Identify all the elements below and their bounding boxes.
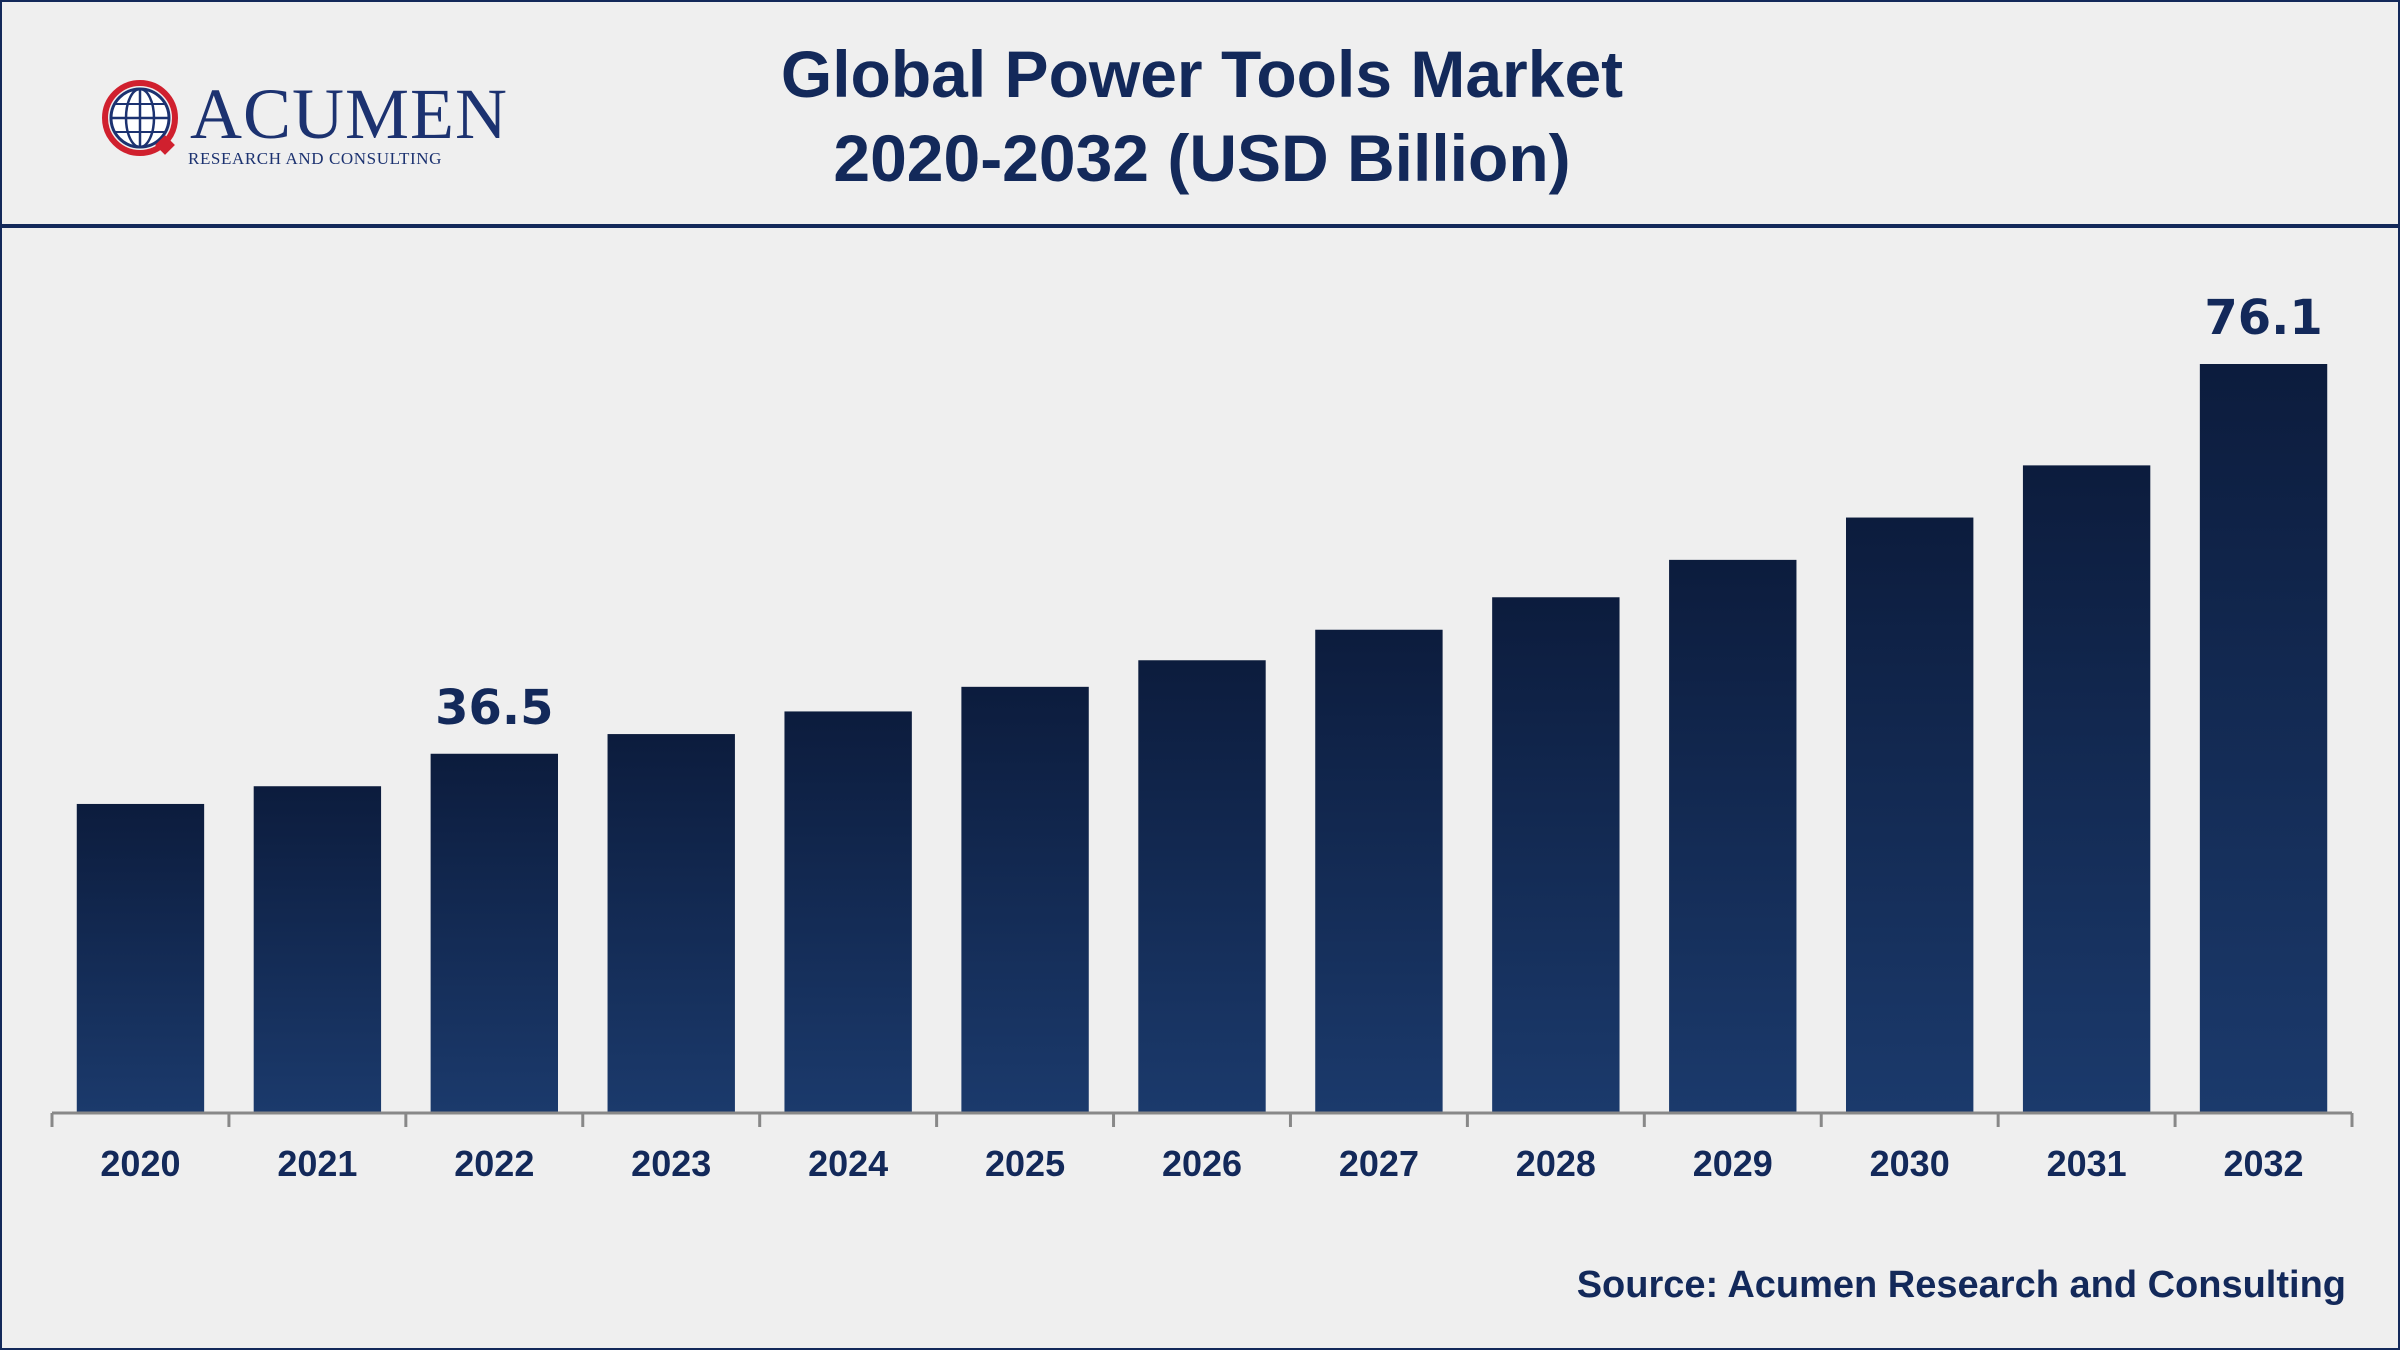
bar-2029 xyxy=(1669,559,1797,1113)
bar-2026 xyxy=(1138,660,1266,1113)
bar-2021 xyxy=(253,786,382,1113)
x-tick-label: 2021 xyxy=(277,1143,357,1184)
bar-2032 xyxy=(2199,364,2328,1113)
bar-2027 xyxy=(1315,629,1443,1113)
x-tick-label: 2026 xyxy=(1162,1143,1242,1184)
bar-2028 xyxy=(1492,597,1620,1113)
bar-2025 xyxy=(961,686,1089,1113)
x-tick-label: 2028 xyxy=(1516,1143,1596,1184)
source-note: Source: Acumen Research and Consulting xyxy=(1576,1264,2346,1306)
x-tick-label: 2022 xyxy=(454,1143,534,1184)
x-tick-label: 2023 xyxy=(631,1143,711,1184)
bar-2024 xyxy=(784,711,912,1113)
chart-title-line-1: Global Power Tools Market xyxy=(780,37,1624,111)
header-divider xyxy=(2,224,2398,228)
x-tick-label: 2030 xyxy=(1870,1143,1950,1184)
chart-title-line-2: 2020-2032 (USD Billion) xyxy=(833,121,1571,195)
acumen-logo: ACUMEN RESEARCH AND CONSULTING xyxy=(100,76,507,172)
data-label-2022: 36.5 xyxy=(435,680,553,736)
bar-2031 xyxy=(2022,465,2151,1113)
bar-2030 xyxy=(1846,517,1974,1113)
data-label-2032: 76.1 xyxy=(2204,290,2322,346)
x-tick-label: 2020 xyxy=(100,1143,180,1184)
x-tick-label: 2031 xyxy=(2047,1143,2127,1184)
x-tick-label: 2029 xyxy=(1693,1143,1773,1184)
header: ACUMEN RESEARCH AND CONSULTING Global Po… xyxy=(2,2,2398,224)
logo-tagline: RESEARCH AND CONSULTING xyxy=(188,149,443,168)
x-tick-label: 2024 xyxy=(808,1143,888,1184)
bar-2020 xyxy=(76,803,205,1113)
x-tick-label: 2032 xyxy=(2223,1143,2303,1184)
bar-2023 xyxy=(607,734,735,1113)
chart-title: Global Power Tools Market 2020-2032 (USD… xyxy=(2,32,2400,200)
globe-icon xyxy=(102,80,178,156)
x-tick-label: 2025 xyxy=(985,1143,1065,1184)
x-tick-label: 2027 xyxy=(1339,1143,1419,1184)
bar-2022 xyxy=(430,753,558,1113)
logo-name: ACUMEN xyxy=(190,74,509,154)
